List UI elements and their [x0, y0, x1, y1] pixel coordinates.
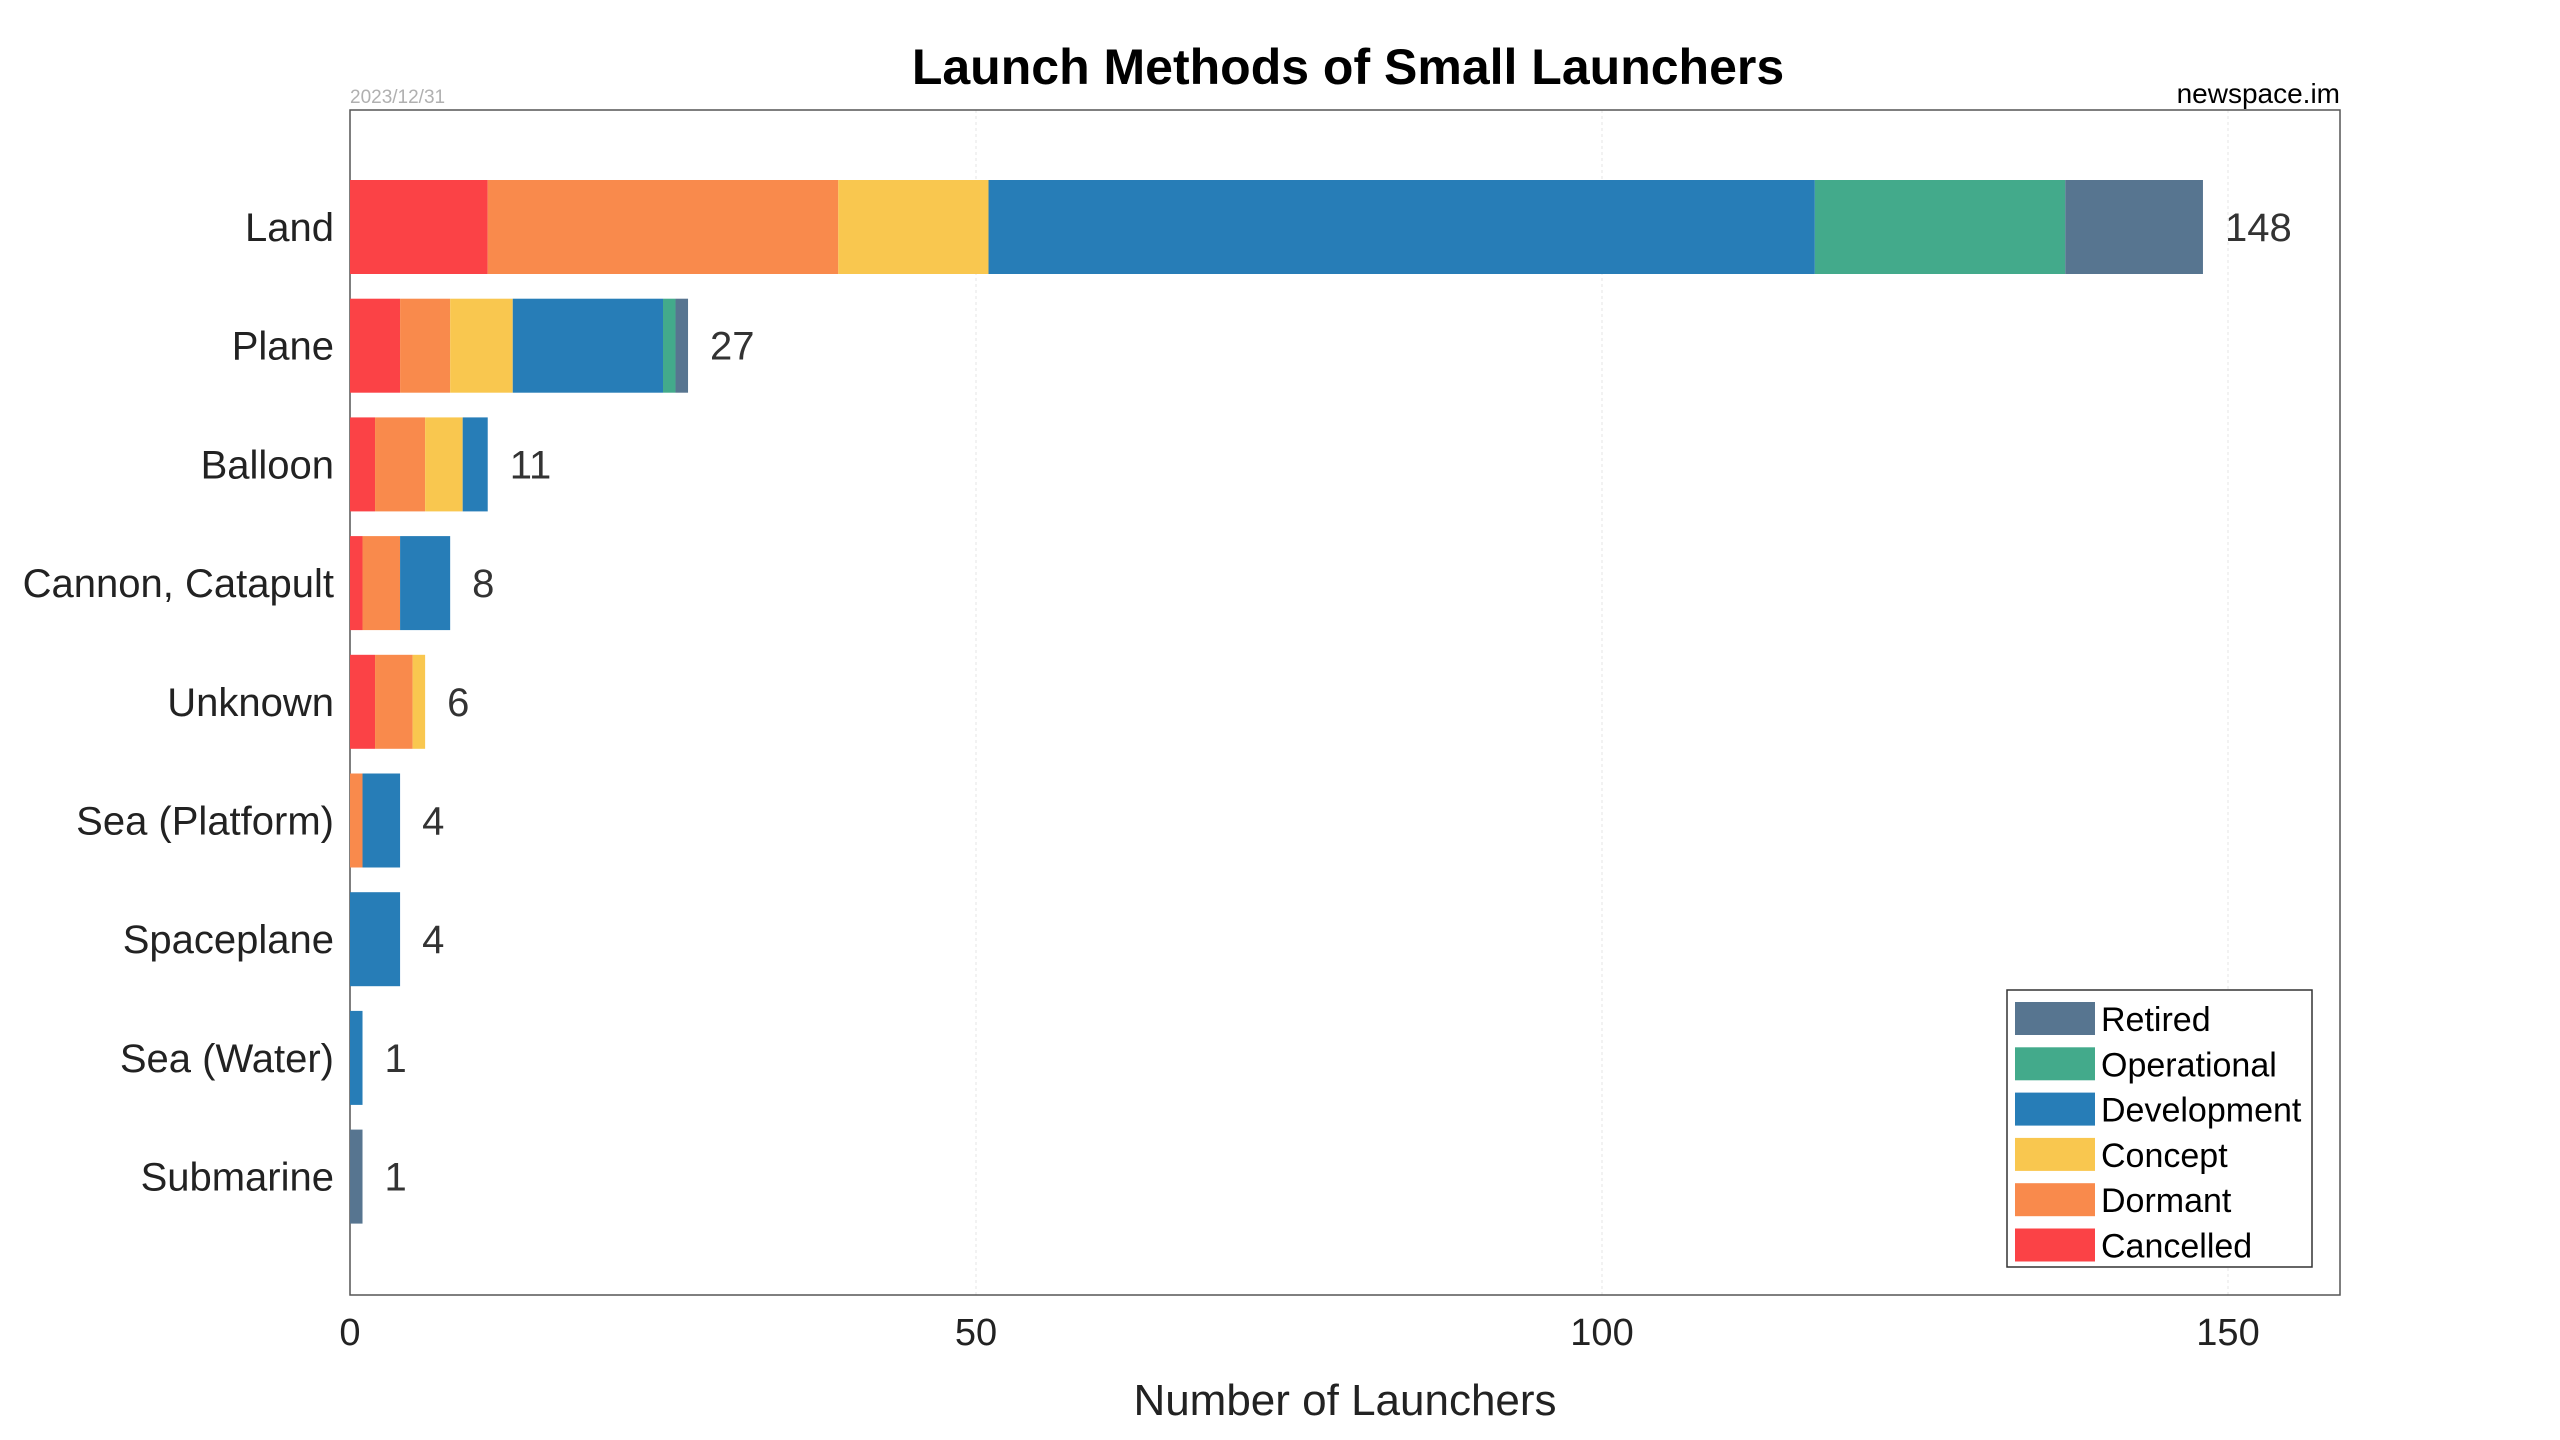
category-label: Balloon	[201, 443, 334, 487]
legend-swatch	[2015, 1047, 2095, 1081]
bar-segment	[350, 1010, 363, 1105]
total-label: 1	[385, 1156, 407, 1200]
category-label: Unknown	[167, 681, 334, 725]
bar-segment	[350, 1129, 363, 1224]
total-label: 1	[385, 1037, 407, 1081]
bar-segment	[350, 536, 363, 631]
bar-segment	[400, 298, 451, 393]
bar-segment	[425, 417, 463, 512]
category-label: Sea (Platform)	[76, 800, 334, 844]
bar-segment	[350, 773, 363, 868]
chart-title: Launch Methods of Small Launchers	[912, 39, 1784, 95]
bars	[350, 180, 2203, 1224]
bar-segment	[512, 298, 663, 393]
x-axis-title: Number of Launchers	[1133, 1376, 1556, 1425]
total-label: 8	[472, 562, 494, 606]
bar-segment	[350, 298, 401, 393]
bar-segment	[350, 180, 488, 274]
x-tick-label: 0	[339, 1312, 360, 1354]
x-axis-ticks: 0 50 100 150	[339, 1312, 2259, 1354]
legend-box	[2006, 989, 2313, 1268]
legend: Retired Operational Development Concept Dorm…	[2006, 989, 2313, 1268]
x-tick-label: 100	[1570, 1312, 1633, 1354]
bar-segment	[487, 180, 839, 274]
bar-segment	[350, 417, 376, 512]
bar-segment	[838, 180, 989, 274]
legend-swatch	[2015, 1092, 2095, 1126]
bar-segment	[375, 417, 426, 512]
total-label: 148	[2225, 206, 2292, 250]
bar-segment	[362, 536, 401, 631]
bar-segment	[450, 298, 513, 393]
total-label: 4	[422, 918, 444, 962]
bar-segment	[375, 654, 413, 749]
legend-label: Operational	[2101, 1046, 2277, 1084]
bar-segment	[400, 536, 451, 631]
x-tick-label: 150	[2196, 1312, 2259, 1354]
category-label: Sea (Water)	[120, 1037, 334, 1081]
bar-segment	[412, 654, 426, 749]
bar-segment	[350, 654, 376, 749]
bar-segment	[2065, 180, 2203, 274]
bar-segment	[675, 298, 689, 393]
x-tick-label: 50	[955, 1312, 997, 1354]
chart-source: newspace.im	[2177, 78, 2340, 109]
total-label: 6	[447, 681, 469, 725]
legend-label: Development	[2101, 1092, 2302, 1130]
legend-swatch	[2015, 1137, 2095, 1171]
legend-swatch	[2015, 1183, 2095, 1217]
total-label: 4	[422, 800, 444, 844]
bar-segment	[350, 892, 401, 987]
bar-segment	[663, 298, 676, 393]
legend-label: Concept	[2101, 1137, 2228, 1175]
bar-segment	[988, 180, 1815, 274]
category-label: Submarine	[141, 1156, 334, 1200]
category-label: Land	[245, 206, 334, 250]
category-label: Cannon, Catapult	[23, 562, 334, 606]
total-label: 27	[710, 325, 755, 369]
bar-segment	[1814, 180, 2066, 274]
legend-label: Dormant	[2101, 1182, 2232, 1220]
bar-segment	[462, 417, 488, 512]
category-labels: Land Plane Balloon Cannon, Catapult Unknown S…	[23, 206, 334, 1200]
category-label: Spaceplane	[123, 918, 334, 962]
bar-segment	[362, 773, 401, 868]
legend-label: Cancelled	[2101, 1228, 2252, 1266]
category-label: Plane	[232, 325, 334, 369]
legend-label: Retired	[2101, 1001, 2211, 1039]
legend-swatch	[2015, 1228, 2095, 1262]
chart-date: 2023/12/31	[350, 87, 445, 108]
total-label: 11	[510, 443, 552, 487]
legend-swatch	[2015, 1002, 2095, 1035]
